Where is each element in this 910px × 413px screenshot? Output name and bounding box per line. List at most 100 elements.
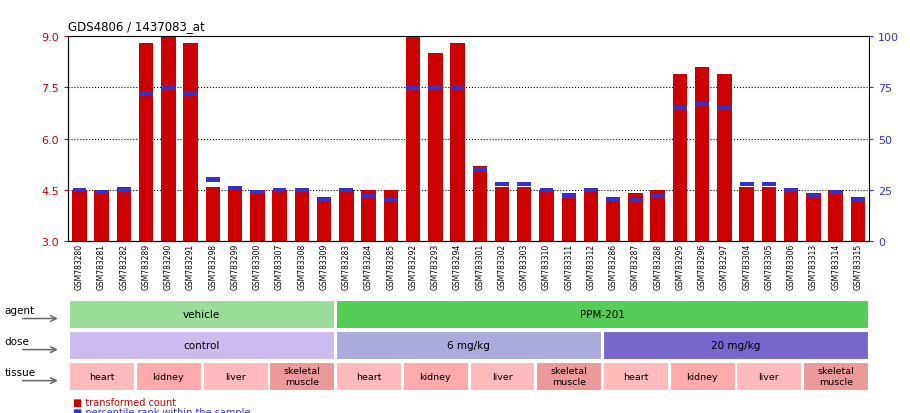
Bar: [361, 195, 376, 199]
Bar: [117, 188, 131, 193]
Bar: [828, 190, 843, 242]
Bar: [784, 190, 798, 242]
Bar: [651, 195, 664, 199]
Bar: [228, 186, 242, 191]
Bar: [428, 54, 442, 242]
Bar: [851, 197, 865, 242]
Bar: [536, 363, 602, 390]
Bar: [606, 199, 620, 203]
Bar: [228, 190, 242, 242]
Text: vehicle: vehicle: [183, 309, 220, 319]
Bar: [672, 75, 687, 242]
Text: 6 mg/kg: 6 mg/kg: [447, 340, 490, 350]
Bar: [851, 199, 864, 203]
Bar: [470, 363, 534, 390]
Bar: [603, 332, 868, 359]
Bar: [740, 182, 753, 187]
Bar: [339, 190, 353, 242]
Bar: [629, 199, 642, 203]
Bar: [73, 188, 86, 193]
Bar: [139, 44, 153, 242]
Text: dose: dose: [5, 336, 29, 346]
Bar: [136, 363, 201, 390]
Bar: [695, 102, 709, 107]
Bar: [69, 332, 334, 359]
Bar: [269, 363, 334, 390]
Bar: [69, 363, 134, 390]
Bar: [740, 187, 753, 242]
Bar: [318, 199, 331, 203]
Bar: [336, 363, 401, 390]
Text: agent: agent: [5, 305, 35, 315]
Bar: [651, 190, 665, 242]
Bar: [450, 44, 465, 242]
Bar: [518, 182, 531, 187]
Bar: [806, 195, 820, 199]
Bar: [495, 182, 509, 187]
Bar: [695, 68, 710, 242]
Text: kidney: kidney: [686, 372, 718, 381]
Bar: [295, 190, 309, 242]
Bar: [806, 194, 821, 242]
Bar: [384, 199, 398, 203]
Text: heart: heart: [622, 372, 648, 381]
Text: ■ transformed count: ■ transformed count: [73, 397, 176, 407]
Bar: [336, 332, 602, 359]
Text: 20 mg/kg: 20 mg/kg: [711, 340, 760, 350]
Text: liver: liver: [225, 372, 246, 381]
Bar: [336, 301, 868, 328]
Bar: [429, 86, 442, 90]
Bar: [584, 188, 598, 193]
Bar: [561, 195, 576, 199]
Bar: [762, 182, 776, 187]
Bar: [717, 75, 732, 242]
Bar: [361, 190, 376, 242]
Bar: [517, 187, 531, 242]
Bar: [450, 86, 464, 90]
Text: liver: liver: [491, 372, 512, 381]
Bar: [295, 188, 308, 193]
Bar: [473, 168, 487, 172]
Text: skeletal
muscle: skeletal muscle: [817, 367, 854, 386]
Bar: [540, 188, 553, 193]
Bar: [403, 363, 468, 390]
Text: GDS4806 / 1437083_at: GDS4806 / 1437083_at: [68, 20, 205, 33]
Bar: [406, 86, 420, 90]
Bar: [95, 190, 109, 242]
Bar: [384, 190, 398, 242]
Text: control: control: [184, 340, 220, 350]
Bar: [206, 187, 220, 242]
Bar: [784, 188, 798, 193]
Bar: [69, 301, 334, 328]
Text: tissue: tissue: [5, 367, 35, 377]
Bar: [273, 188, 287, 193]
Bar: [762, 187, 776, 242]
Text: skeletal
muscle: skeletal muscle: [551, 367, 587, 386]
Bar: [250, 190, 264, 195]
Text: heart: heart: [89, 372, 115, 381]
Bar: [628, 194, 642, 242]
Bar: [250, 190, 265, 242]
Text: ■ percentile rank within the sample: ■ percentile rank within the sample: [73, 407, 250, 413]
Bar: [495, 187, 510, 242]
Bar: [161, 37, 176, 242]
Bar: [406, 37, 420, 242]
Bar: [116, 187, 131, 242]
Bar: [673, 107, 687, 111]
Bar: [139, 92, 153, 97]
Text: liver: liver: [759, 372, 779, 381]
Bar: [670, 363, 734, 390]
Bar: [203, 363, 268, 390]
Bar: [184, 44, 197, 242]
Bar: [472, 166, 487, 242]
Bar: [540, 190, 553, 242]
Bar: [184, 92, 197, 97]
Bar: [736, 363, 802, 390]
Text: PPM-201: PPM-201: [580, 309, 624, 319]
Bar: [272, 190, 287, 242]
Bar: [95, 190, 108, 195]
Text: heart: heart: [356, 372, 381, 381]
Bar: [804, 363, 868, 390]
Bar: [161, 86, 176, 90]
Bar: [718, 107, 732, 111]
